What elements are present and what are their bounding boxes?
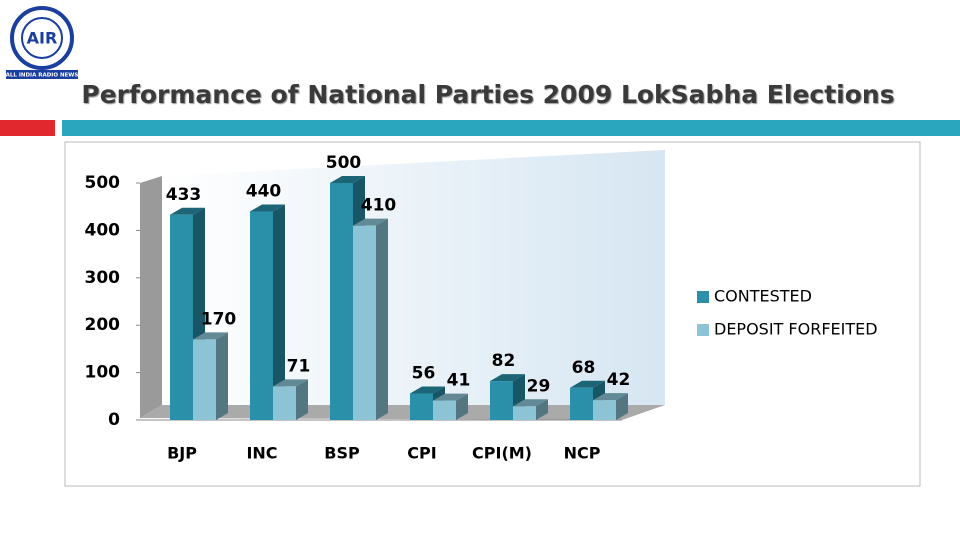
data-label: 500 <box>326 153 362 173</box>
bar-top <box>570 380 605 388</box>
bar-top <box>193 332 228 340</box>
bar-front <box>353 225 376 420</box>
data-label: 410 <box>361 196 397 216</box>
bar-top <box>593 393 628 401</box>
y-tick-label: 400 <box>85 220 121 240</box>
data-label: 68 <box>572 358 596 378</box>
y-tick-label: 100 <box>85 363 121 383</box>
data-label: 29 <box>527 376 551 396</box>
bar <box>433 393 468 420</box>
bar-front <box>513 406 536 420</box>
x-tick-label: NCP <box>564 444 601 463</box>
bar-side <box>456 393 468 420</box>
x-tick-label: BJP <box>167 444 197 463</box>
legend-label: CONTESTED <box>714 287 812 306</box>
legend-label: DEPOSIT FORFEITED <box>714 320 878 339</box>
bar-top <box>513 399 548 407</box>
legend-swatch <box>697 291 709 303</box>
bar <box>593 393 628 420</box>
x-tick-label: CPI(M) <box>472 444 532 463</box>
accent-red <box>0 120 55 136</box>
bar <box>250 204 285 420</box>
data-label: 71 <box>287 356 311 376</box>
bar-front <box>410 393 433 420</box>
bar-front <box>433 400 456 420</box>
bar-top <box>433 393 468 401</box>
bar-front <box>593 400 616 420</box>
bar-top <box>490 374 525 382</box>
bar-top <box>353 218 388 226</box>
bar-front <box>250 211 273 420</box>
data-label: 82 <box>492 351 516 371</box>
data-label: 42 <box>607 370 631 390</box>
side-wall <box>140 176 162 418</box>
y-tick-label: 0 <box>108 410 120 430</box>
x-tick-label: CPI <box>407 444 436 463</box>
logo: AIR ALL INDIA RADIO NEWS <box>6 6 79 79</box>
bar <box>193 332 228 420</box>
bar-front <box>170 214 193 420</box>
bar-top <box>330 176 365 183</box>
bar <box>273 379 308 420</box>
back-wall <box>162 150 665 405</box>
logo-caption: ALL INDIA RADIO NEWS <box>6 73 79 79</box>
bar-top <box>410 386 445 394</box>
bar-front <box>490 381 513 420</box>
bar-side <box>536 399 548 420</box>
bar-side <box>296 379 308 420</box>
y-tick-label: 200 <box>85 315 121 335</box>
bar <box>353 218 388 420</box>
bar-front <box>193 339 216 420</box>
bar-side <box>616 393 628 420</box>
bar-front <box>570 387 593 420</box>
slide-title: Performance of National Parties 2009 Lok… <box>81 80 894 109</box>
y-tick-label: 300 <box>85 268 121 288</box>
legend-swatch <box>697 324 709 336</box>
data-label: 41 <box>447 371 471 391</box>
accent-bar <box>62 120 960 136</box>
data-label: 433 <box>166 185 202 205</box>
bar-top <box>250 204 285 212</box>
bar-front <box>273 386 296 420</box>
data-label: 56 <box>412 363 436 383</box>
logo-text: AIR <box>27 29 58 48</box>
data-label: 440 <box>246 181 282 201</box>
bar-top <box>170 207 205 215</box>
data-label: 170 <box>201 309 237 329</box>
x-tick-label: INC <box>246 444 277 463</box>
bar <box>513 399 548 420</box>
bar-side <box>376 218 388 420</box>
x-tick-label: BSP <box>324 444 360 463</box>
bar-top <box>273 379 308 387</box>
bar-side <box>273 204 285 420</box>
bar-side <box>216 332 228 420</box>
y-tick-label: 500 <box>85 173 121 193</box>
bar-front <box>330 183 353 420</box>
